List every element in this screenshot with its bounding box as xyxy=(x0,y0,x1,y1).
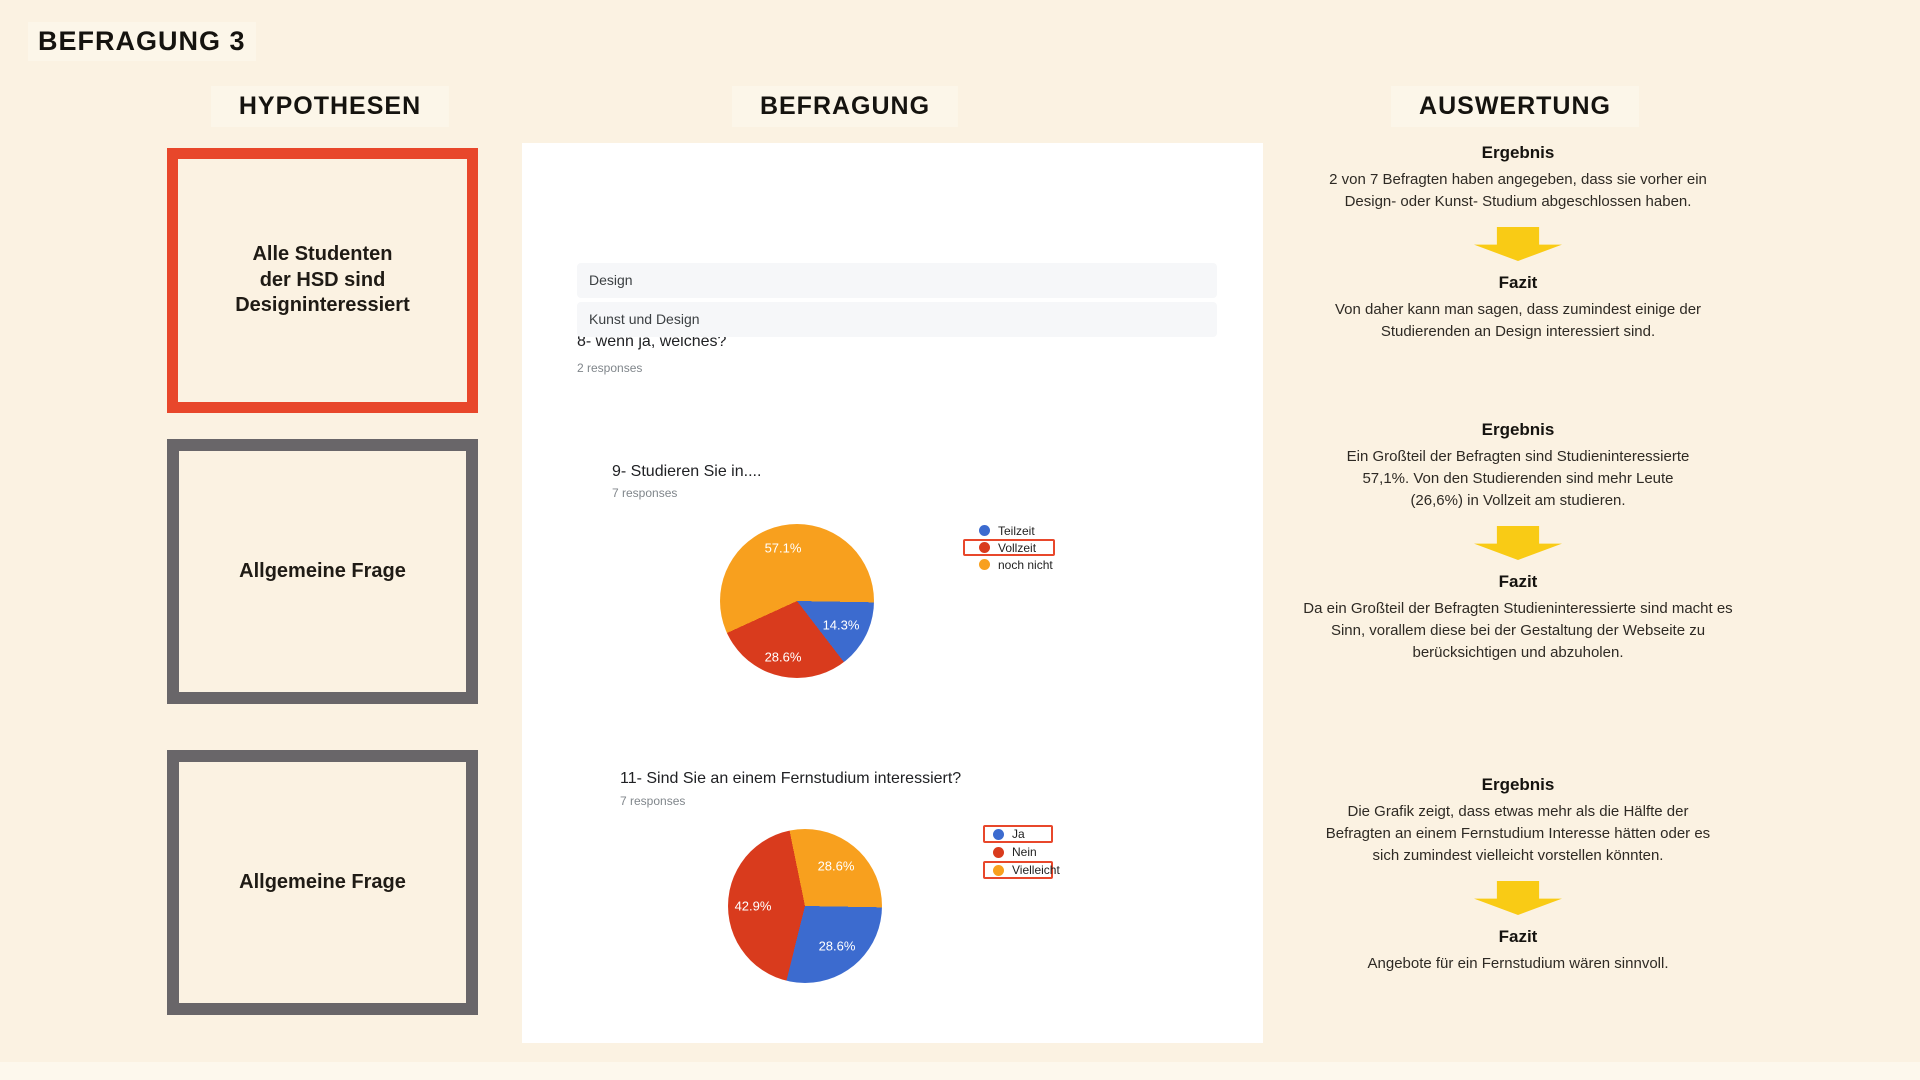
hypothesis-text: Alle Studenten der HSD sind Designintere… xyxy=(235,243,410,317)
pie-slice-label: 28.6% xyxy=(764,649,802,665)
pie-chart-q9: 14.3% 28.6% 57.1% xyxy=(720,524,874,678)
legend-dot-icon xyxy=(993,846,1004,858)
ergebnis-text: Ein Großteil der Befragten sind Studieni… xyxy=(1346,448,1690,509)
legend-dot-icon xyxy=(979,542,990,553)
hypothesis-box-1: Alle Studenten der HSD sind Designintere… xyxy=(167,148,478,413)
down-arrow-icon xyxy=(1474,881,1562,915)
fazit-heading: Fazit xyxy=(1498,927,1538,946)
ergebnis-heading: Ergebnis xyxy=(1481,775,1555,794)
pie-slice-label: 28.6% xyxy=(818,938,856,954)
fazit-text: Angebote für ein Fernstudium wären sinnv… xyxy=(1367,955,1669,972)
legend-dot-icon xyxy=(993,828,1004,840)
fazit-heading: Fazit xyxy=(1498,572,1538,591)
bottom-strip xyxy=(0,1062,1920,1080)
legend-dot-icon xyxy=(993,864,1004,876)
ergebnis-text: Die Grafik zeigt, dass etwas mehr als di… xyxy=(1325,803,1711,864)
question-9-responses: 7 responses xyxy=(612,486,678,500)
fazit-text: Da ein Großteil der Befragten Studienint… xyxy=(1303,600,1733,661)
legend-dot-icon xyxy=(979,559,990,570)
legend-q11: Ja Nein Vielleicht xyxy=(983,825,1060,879)
legend-q9: Teilzeit Vollzeit noch nicht xyxy=(963,522,1055,573)
ergebnis-text: 2 von 7 Befragten haben angegeben, dass … xyxy=(1329,171,1707,210)
legend-item-teilzeit: Teilzeit xyxy=(975,522,1055,539)
down-arrow-icon xyxy=(1474,526,1562,560)
legend-item-vollzeit: Vollzeit xyxy=(963,539,1055,556)
survey-results-panel: 8- wenn ja, welches? 2 responses Design … xyxy=(522,143,1263,1043)
pie-slice-label: 14.3% xyxy=(822,617,860,633)
evaluation-block-1: Ergebnis 2 von 7 Befragten haben angegeb… xyxy=(1272,143,1764,343)
question-11-title: 11- Sind Sie an einem Fernstudium intere… xyxy=(620,770,962,787)
question-8-title: 8- wenn ja, welches? xyxy=(577,333,727,350)
question-11-responses: 7 responses xyxy=(620,794,686,808)
legend-dot-icon xyxy=(979,525,990,536)
down-arrow-icon xyxy=(1474,227,1562,261)
fazit-text: Von daher kann man sagen, dass zumindest… xyxy=(1334,301,1702,340)
legend-item-ja: Ja xyxy=(983,825,1053,843)
hypothesis-text: Allgemeine Frage xyxy=(239,559,406,582)
pie-slice-label: 28.6% xyxy=(817,858,855,874)
evaluation-block-2: Ergebnis Ein Großteil der Befragten sind… xyxy=(1272,420,1764,664)
fazit-heading: Fazit xyxy=(1498,273,1538,292)
column-heading-auswertung: AUSWERTUNG xyxy=(1391,86,1639,127)
hypothesis-text: Allgemeine Frage xyxy=(239,870,406,893)
ergebnis-heading: Ergebnis xyxy=(1481,420,1555,439)
column-heading-befragung: BEFRAGUNG xyxy=(731,86,959,127)
answer-row: Kunst und Design xyxy=(577,302,1217,337)
pie-slice-label: 57.1% xyxy=(764,540,802,556)
legend-item-vielleicht: Vielleicht xyxy=(983,861,1060,879)
evaluation-block-3: Ergebnis Die Grafik zeigt, dass etwas me… xyxy=(1272,775,1764,975)
column-heading-hypothesen: HYPOTHESEN xyxy=(210,86,450,127)
hypothesis-box-3: Allgemeine Frage xyxy=(167,750,478,1015)
hypothesis-box-2: Allgemeine Frage xyxy=(167,439,478,704)
pie-slice-label: 42.9% xyxy=(734,898,772,914)
page-title: BEFRAGUNG 3 xyxy=(28,22,256,61)
question-8-responses: 2 responses xyxy=(577,361,643,375)
pie-chart-q11: 28.6% 42.9% 28.6% xyxy=(728,829,882,983)
answer-row: Design xyxy=(577,263,1217,298)
legend-item-noch-nicht: noch nicht xyxy=(975,556,1055,573)
ergebnis-heading: Ergebnis xyxy=(1481,143,1555,162)
legend-item-nein: Nein xyxy=(989,843,1053,861)
question-9-title: 9- Studieren Sie in.... xyxy=(612,463,762,480)
